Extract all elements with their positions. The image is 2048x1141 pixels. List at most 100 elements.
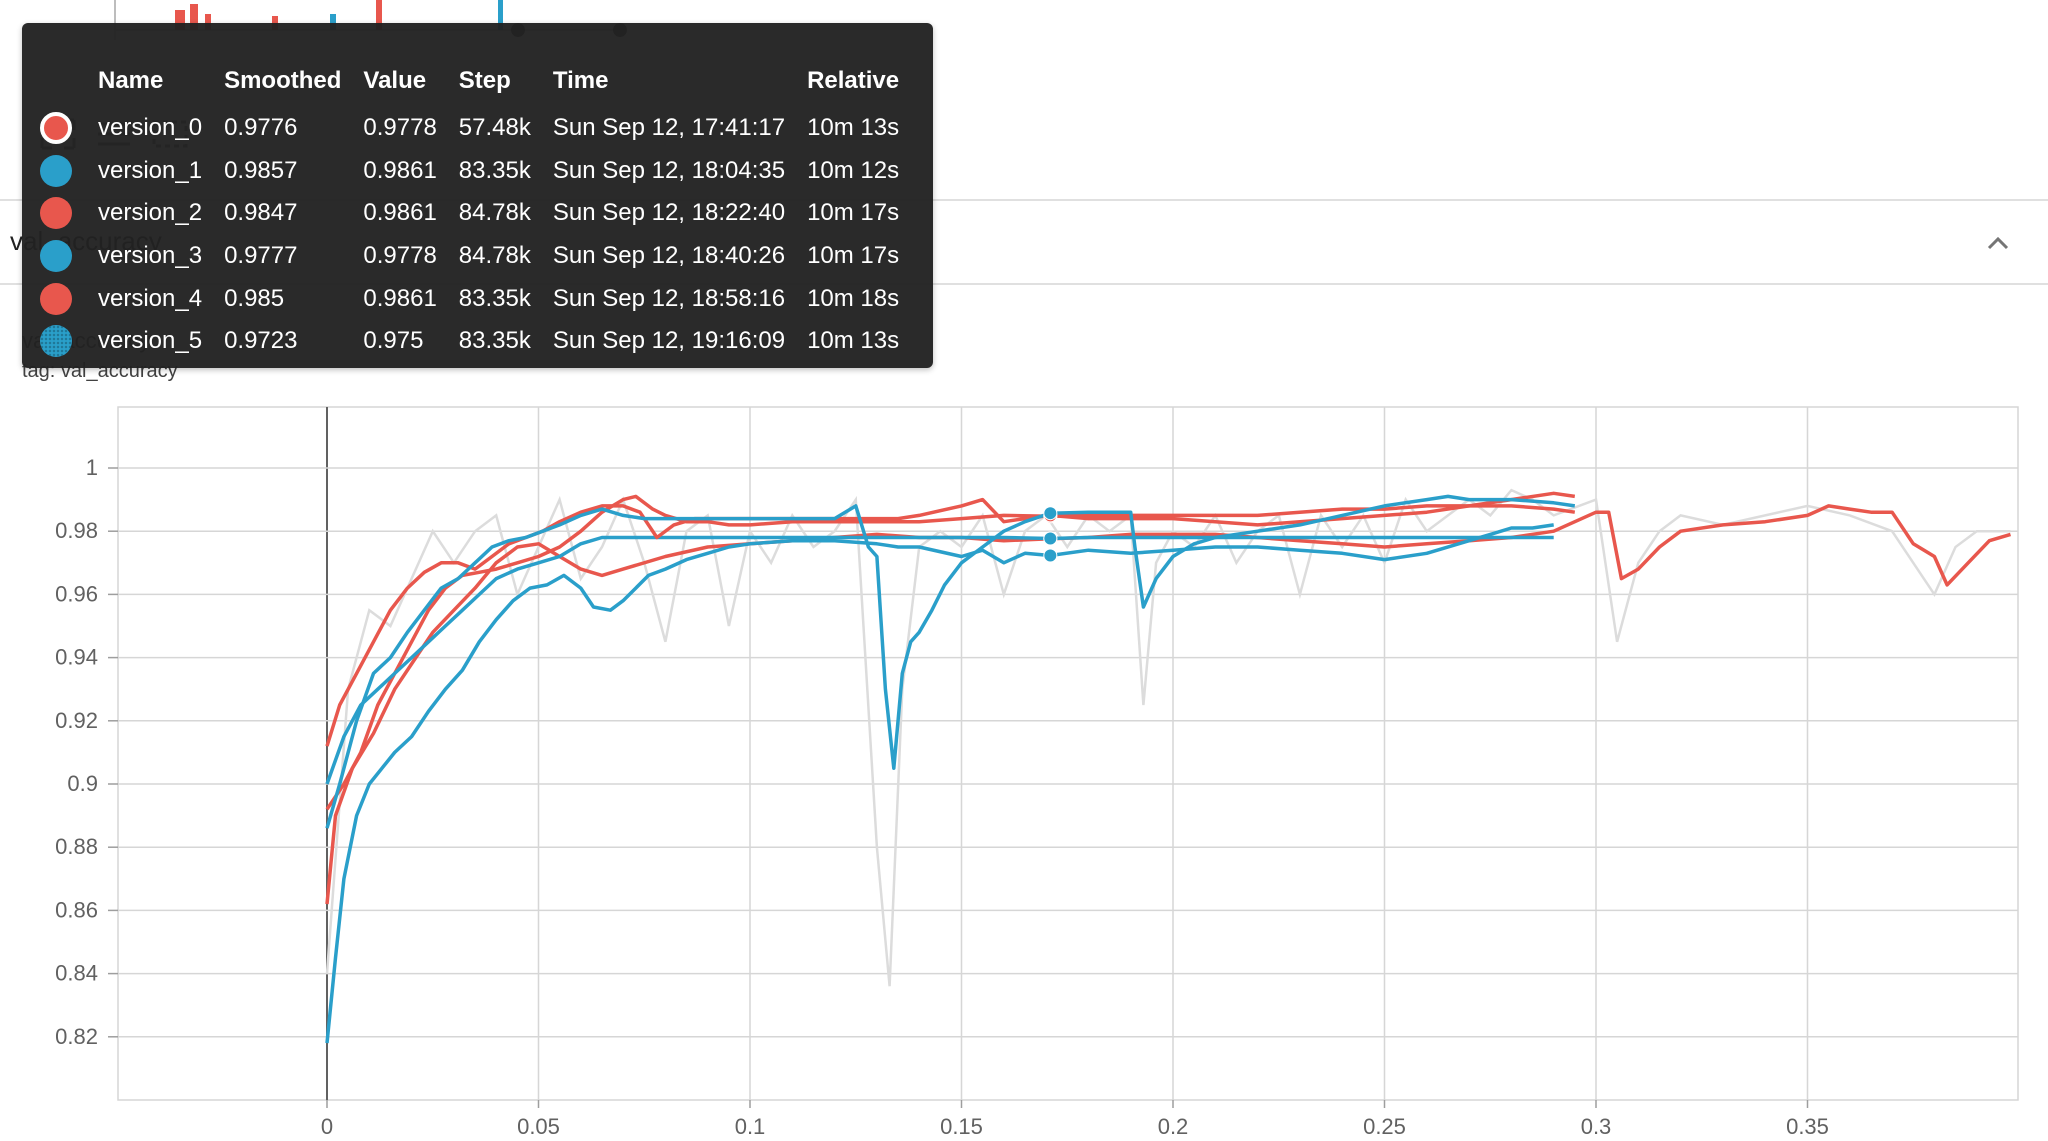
cell-relative: 10m 13s <box>807 327 900 355</box>
cell-value: 0.9861 <box>363 156 437 184</box>
cell-time: Sun Sep 12, 18:22:40 <box>552 199 786 227</box>
tooltip-header-row: Name Smoothed Value Step Time Relative <box>40 61 921 107</box>
series-line[interactable] <box>325 494 1576 829</box>
plot-frame <box>117 406 2019 1101</box>
series-line[interactable] <box>325 523 1554 1044</box>
swatch-header <box>40 61 98 107</box>
run-color-swatch <box>40 282 72 315</box>
chevron-up-icon[interactable] <box>1980 226 2016 262</box>
run-swatch-cell <box>40 150 98 193</box>
cell-relative: 10m 17s <box>807 242 900 270</box>
tooltip-row: version_2 0.9847 0.9861 84.78k Sun Sep 12, 1… <box>40 192 921 235</box>
run-swatch-cell <box>40 277 98 320</box>
series-line[interactable] <box>325 535 1554 785</box>
cell-time: Sun Sep 12, 18:58:16 <box>552 284 786 312</box>
tooltip-row: version_3 0.9777 0.9778 84.78k Sun Sep 12, 1… <box>40 235 921 278</box>
x-tick-label: 0.25 <box>1363 1114 1406 1139</box>
y-axis-ticks: 0.82 0.84 0.86 0.88 0.9 0.92 0.94 0.96 0.98 1 <box>55 455 118 1049</box>
val-accuracy-line-chart[interactable]: 0 0.05 0.1 0.15 0.2 0.25 0.3 0.35 0.820.840.860… <box>0 395 2048 1141</box>
cell-step: 57.48k <box>458 114 531 142</box>
cell-value: 0.9861 <box>363 199 437 227</box>
run-swatch-cell <box>40 192 98 235</box>
x-tick-label: 0.05 <box>517 1114 560 1139</box>
x-tick-label: 0.35 <box>1786 1114 1829 1139</box>
run-swatch-cell <box>40 107 98 150</box>
cell-relative: 10m 17s <box>807 199 900 227</box>
y-tick-label: 0.98 <box>55 518 98 543</box>
x-axis-ticks: 0 0.05 0.1 0.15 0.2 0.25 0.3 0.35 <box>321 1100 1829 1139</box>
header-name: Name <box>98 67 164 94</box>
cell-smoothed: 0.9847 <box>224 199 298 227</box>
hover-tooltip: Name Smoothed Value Step Time Relative v… <box>22 23 933 368</box>
run-color-swatch <box>40 112 72 145</box>
cell-name: version_1 <box>98 156 203 184</box>
cell-smoothed: 0.985 <box>224 284 285 312</box>
cell-name: version_5 <box>98 327 203 355</box>
cell-step: 83.35k <box>458 327 531 355</box>
tooltip-table: Name Smoothed Value Step Time Relative v… <box>40 61 921 363</box>
tooltip-row: version_1 0.9857 0.9861 83.35k Sun Sep 12, 1… <box>40 150 921 193</box>
cell-step: 83.35k <box>458 156 531 184</box>
x-tick-label: 0.15 <box>940 1114 983 1139</box>
chart-grid <box>117 406 2019 1101</box>
hover-point-marker <box>1043 531 1058 546</box>
y-tick-label: 0.84 <box>55 961 98 986</box>
y-tick-label: 0.88 <box>55 834 98 859</box>
y-tick-label: 0.82 <box>55 1024 98 1049</box>
y-tick-label: 0.96 <box>55 581 98 606</box>
header-relative: Relative <box>807 67 900 94</box>
y-tick-label: 0.92 <box>55 708 98 733</box>
cell-smoothed: 0.9776 <box>224 114 298 142</box>
cell-value: 0.9778 <box>363 242 437 270</box>
run-color-swatch <box>40 197 72 230</box>
cell-relative: 10m 18s <box>807 284 900 312</box>
header-value: Value <box>363 67 427 94</box>
cell-time: Sun Sep 12, 17:41:17 <box>552 114 786 142</box>
series-line[interactable] <box>325 504 2012 905</box>
y-tick-label: 0.86 <box>55 897 98 922</box>
x-tick-label: 0.1 <box>735 1114 766 1139</box>
section-divider-top <box>0 199 2048 201</box>
cell-step: 84.78k <box>458 199 531 227</box>
tooltip-row: version_0 0.9776 0.9778 57.48k Sun Sep 12, 1… <box>40 107 921 150</box>
cell-smoothed: 0.9857 <box>224 156 298 184</box>
tooltip-row: version_4 0.985 0.9861 83.35k Sun Sep 12, 18… <box>40 277 921 320</box>
hover-markers-group <box>1043 506 1058 563</box>
hover-point-marker <box>1043 548 1058 563</box>
cell-relative: 10m 13s <box>807 114 900 142</box>
tooltip-row: version_5 0.9723 0.975 83.35k Sun Sep 12, 19… <box>40 320 921 363</box>
run-color-swatch <box>40 325 72 358</box>
x-tick-label: 0.2 <box>1158 1114 1189 1139</box>
y-tick-label: 1 <box>86 455 98 480</box>
run-swatch-cell <box>40 235 98 278</box>
hover-point-marker <box>1043 506 1058 521</box>
cell-value: 0.975 <box>363 327 424 355</box>
cell-name: version_0 <box>98 114 203 142</box>
y-tick-label: 0.9 <box>67 771 98 796</box>
cell-smoothed: 0.9777 <box>224 242 298 270</box>
cell-step: 83.35k <box>458 284 531 312</box>
run-color-swatch <box>40 240 72 273</box>
smoothed-series-group <box>325 491 2012 1044</box>
cell-name: version_3 <box>98 242 203 270</box>
x-tick-label: 0.3 <box>1581 1114 1612 1139</box>
x-tick-label: 0 <box>321 1114 333 1139</box>
cell-relative: 10m 12s <box>807 156 900 184</box>
y-tick-label: 0.94 <box>55 645 98 670</box>
run-color-swatch <box>40 154 72 187</box>
run-swatch-cell <box>40 320 98 363</box>
section-divider-bottom <box>0 283 2048 285</box>
cell-value: 0.9778 <box>363 114 437 142</box>
header-smoothed: Smoothed <box>224 67 342 94</box>
cell-name: version_2 <box>98 199 203 227</box>
cell-time: Sun Sep 12, 18:40:26 <box>552 242 786 270</box>
cell-name: version_4 <box>98 284 203 312</box>
header-step: Step <box>458 67 511 94</box>
cell-time: Sun Sep 12, 19:16:09 <box>552 327 786 355</box>
cell-value: 0.9861 <box>363 284 437 312</box>
cell-smoothed: 0.9723 <box>224 327 298 355</box>
cell-step: 84.78k <box>458 242 531 270</box>
header-time: Time <box>552 67 609 94</box>
cell-time: Sun Sep 12, 18:04:35 <box>552 156 786 184</box>
